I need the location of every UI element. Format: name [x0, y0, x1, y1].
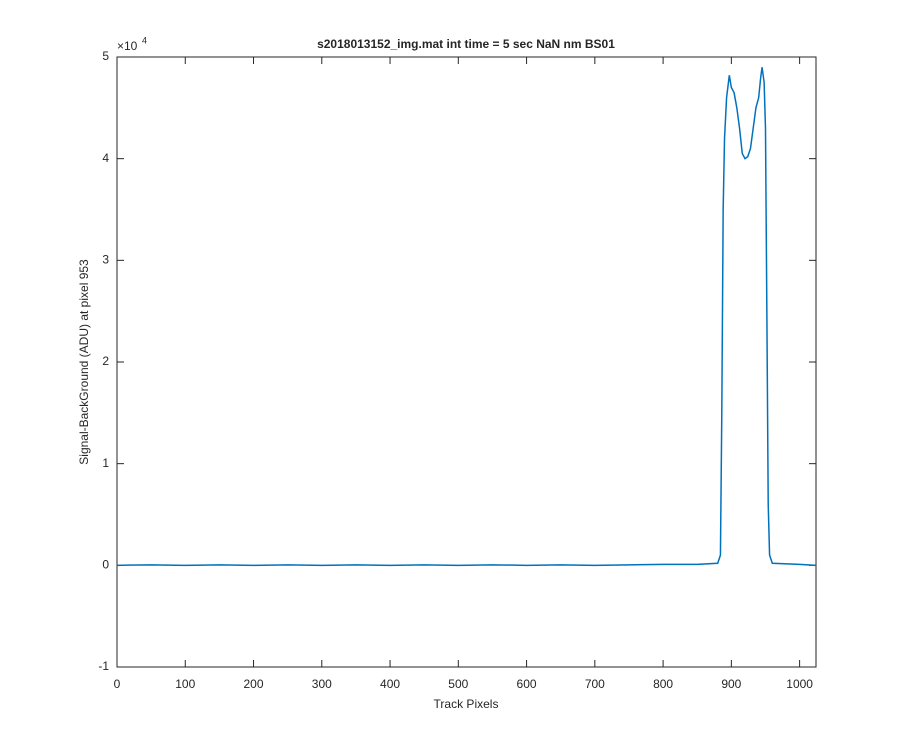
y-tick-label: 3 [102, 253, 109, 267]
x-tick-label: 400 [380, 677, 400, 691]
x-tick-label: 700 [585, 677, 605, 691]
y-tick-label: -1 [98, 659, 109, 673]
x-tick-label: 600 [517, 677, 537, 691]
y-tick-label: 1 [102, 456, 109, 470]
data-line [116, 67, 817, 567]
y-tick-label: 0 [102, 558, 109, 572]
y-multiplier-exponent: 4 [142, 35, 147, 45]
y-tick-label: 5 [102, 49, 109, 63]
x-tick-label: 900 [721, 677, 741, 691]
axes-box [116, 56, 817, 668]
y-multiplier: ×10 [117, 39, 138, 53]
y-tick-label: 4 [102, 151, 109, 165]
chart-title: s2018013152_img.mat int time = 5 sec NaN… [317, 37, 615, 51]
x-tick-label: 300 [312, 677, 332, 691]
x-tick-label: 0 [114, 677, 121, 691]
x-tick-label: 100 [175, 677, 195, 691]
x-tick-label: 200 [244, 677, 264, 691]
x-tick-label: 500 [448, 677, 468, 691]
x-tick-label: 800 [653, 677, 673, 691]
x-tick-label: 1000 [786, 677, 813, 691]
y-tick-label: 2 [102, 354, 109, 368]
y-axis-label: Signal-BackGround (ADU) at pixel 953 [77, 259, 91, 465]
x-axis-label: Track Pixels [434, 697, 499, 711]
